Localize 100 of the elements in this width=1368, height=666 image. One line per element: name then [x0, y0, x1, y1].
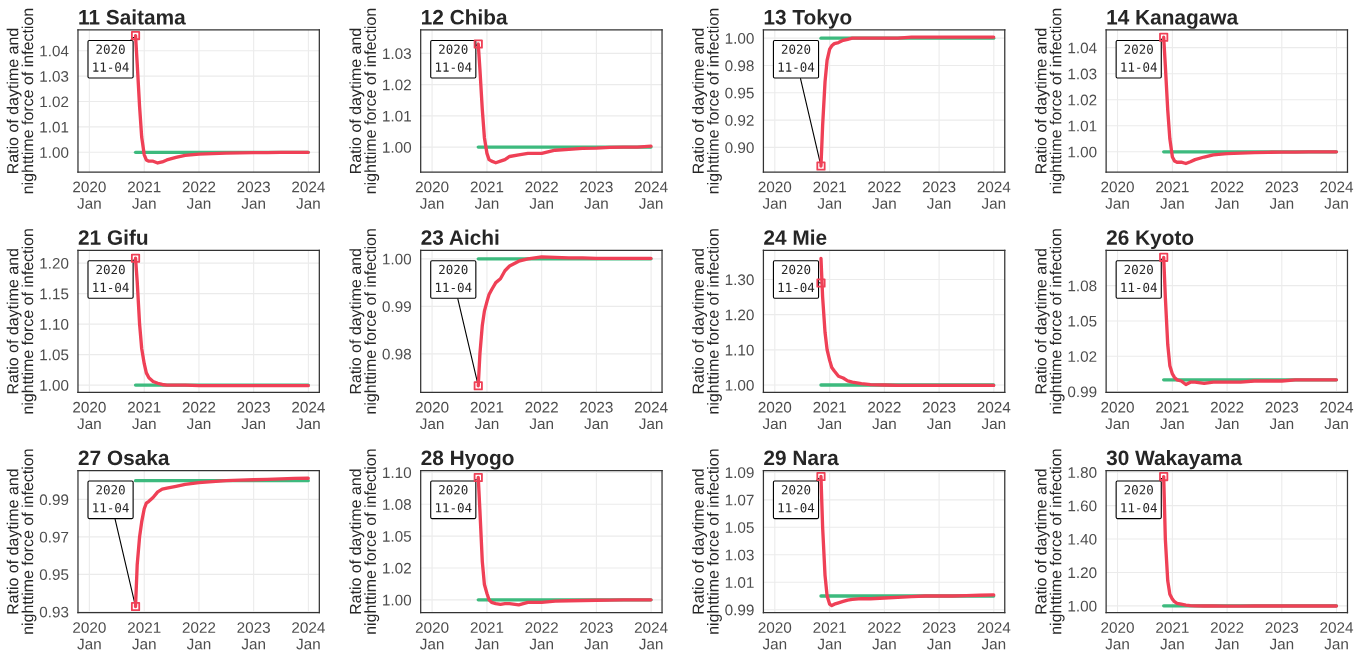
- y-tick-label: 1.40: [1068, 533, 1097, 545]
- y-tick-label: 1.02: [383, 79, 411, 91]
- y-tick-label: 1.00: [40, 147, 69, 158]
- x-tick-label: 2022 Jan: [525, 401, 558, 430]
- x-tick-label: 2022 Jan: [868, 181, 901, 209]
- y-axis-title: Ratio of daytime and nighttime force of infection: [349, 8, 380, 194]
- y-tick-label: 1.30: [725, 274, 754, 286]
- y-axis-title: Ratio of daytime and nighttime force of infection: [6, 8, 37, 194]
- y-tick-label: 1.03: [40, 71, 69, 82]
- chart-title: 12 Chiba: [422, 9, 508, 25]
- chart-title: 23 Aichi: [421, 229, 499, 245]
- y-tick-label: 1.20: [725, 309, 754, 321]
- y-tick-label: 0.98: [382, 348, 411, 360]
- annotation: 2020 11-04: [778, 485, 815, 513]
- y-tick-label: 1.01: [725, 577, 754, 588]
- y-tick-label: 0.90: [725, 142, 754, 154]
- x-tick-label: 2021 Jan: [1156, 181, 1189, 209]
- x-tick-label: 2021 Jan: [470, 181, 504, 209]
- chart-title: 27 Osaka: [78, 449, 170, 466]
- y-axis-title: Ratio of daytime and nighttime force of infection: [349, 229, 380, 414]
- y-tick-label: 1.05: [40, 349, 69, 361]
- y-tick-label: 1.20: [40, 257, 69, 269]
- y-tick-label: 0.95: [725, 87, 754, 99]
- x-tick-label: 2020 Jan: [73, 622, 106, 650]
- y-tick-label: 1.02: [1068, 94, 1097, 106]
- x-tick-label: 2021 Jan: [470, 401, 504, 430]
- x-tick-label: 2021 Jan: [128, 622, 161, 650]
- x-tick-label: 2021 Jan: [1156, 622, 1189, 650]
- x-tick-label: 2021 Jan: [128, 401, 161, 430]
- y-tick-label: 1.20: [1068, 567, 1097, 579]
- y-tick-label: 0.99: [725, 604, 754, 616]
- y-tick-label: 1.02: [383, 562, 411, 574]
- y-tick-label: 1.08: [1068, 280, 1097, 292]
- x-tick-label: 2024 Jan: [1320, 181, 1354, 209]
- annotation: 2020 11-04: [1121, 264, 1157, 293]
- x-tick-label: 2020 Jan: [73, 181, 106, 209]
- y-tick-label: 1.05: [383, 530, 412, 542]
- y-tick-label: 1.15: [40, 288, 69, 300]
- x-tick-label: 2024 Jan: [1320, 622, 1354, 650]
- x-tick-label: 2022 Jan: [525, 181, 558, 209]
- x-tick-label: 2024 Jan: [634, 181, 668, 209]
- y-axis-title: Ratio of daytime and nighttime force of infection: [692, 8, 722, 194]
- annotation: 2020 11-04: [93, 485, 129, 513]
- chart-title: 30 Wakayama: [1106, 449, 1243, 470]
- y-tick-label: 0.93: [39, 606, 69, 618]
- x-tick-label: 2024 Jan: [977, 181, 1011, 209]
- x-tick-label: 2023 Jan: [922, 622, 956, 650]
- y-tick-label: 1.00: [383, 141, 412, 153]
- x-tick-label: 2020 Jan: [1101, 622, 1134, 650]
- x-tick-label: 2022 Jan: [868, 401, 901, 430]
- x-tick-label: 2024 Jan: [1320, 401, 1354, 430]
- y-tick-label: 0.95: [39, 569, 69, 581]
- x-tick-label: 2021 Jan: [1156, 401, 1189, 430]
- chart-title: 29 Nara: [764, 450, 839, 466]
- y-tick-label: 1.60: [1068, 500, 1097, 512]
- y-tick-label: 1.03: [383, 48, 411, 60]
- x-tick-label: 2022 Jan: [1210, 401, 1244, 430]
- y-axis-title: Ratio of daytime and nighttime force of infection: [349, 449, 380, 634]
- x-tick-label: 2024 Jan: [977, 401, 1011, 430]
- y-tick-label: 1.10: [383, 467, 412, 479]
- y-axis-title: Ratio of daytime and nighttime force of infection: [692, 449, 722, 634]
- x-tick-label: 2022 Jan: [1210, 181, 1244, 209]
- y-tick-label: 1.80: [1068, 467, 1097, 478]
- y-tick-label: 1.00: [1068, 146, 1097, 158]
- x-tick-label: 2021 Jan: [813, 181, 846, 209]
- x-tick-label: 2022 Jan: [868, 622, 901, 650]
- x-tick-label: 2021 Jan: [128, 181, 161, 209]
- y-tick-label: 0.98: [725, 60, 754, 72]
- x-tick-label: 2022 Jan: [1210, 622, 1244, 650]
- x-tick-label: 2020 Jan: [73, 401, 106, 430]
- x-tick-label: 2024 Jan: [634, 622, 668, 650]
- y-tick-label: 1.01: [383, 110, 411, 122]
- y-tick-label: 1.01: [40, 121, 69, 133]
- y-tick-label: 1.00: [40, 379, 69, 391]
- annotation: 2020 11-04: [778, 44, 815, 72]
- chart-title: 26 Kyoto: [1106, 230, 1194, 250]
- y-tick-label: 1.02: [1068, 351, 1097, 362]
- x-tick-label: 2020 Jan: [758, 622, 792, 650]
- x-tick-label: 2022 Jan: [525, 622, 558, 650]
- chart-title: 13 Tokyo: [764, 9, 852, 29]
- x-tick-label: 2024 Jan: [634, 401, 668, 430]
- y-tick-label: 1.02: [40, 96, 69, 108]
- x-tick-label: 2023 Jan: [1265, 181, 1299, 209]
- x-tick-label: 2023 Jan: [922, 181, 956, 209]
- x-tick-label: 2024 Jan: [292, 622, 325, 650]
- y-axis-title: Ratio of daytime and nighttime force of infection: [692, 229, 722, 414]
- x-tick-label: 2020 Jan: [1101, 401, 1134, 430]
- y-tick-label: 1.08: [383, 499, 411, 510]
- x-tick-label: 2020 Jan: [415, 622, 449, 650]
- y-tick-label: 0.99: [39, 494, 69, 506]
- annotation: 2020 11-04: [435, 44, 472, 72]
- y-tick-label: 0.99: [1067, 386, 1097, 398]
- x-tick-label: 2020 Jan: [1101, 181, 1134, 209]
- x-tick-label: 2020 Jan: [415, 401, 449, 430]
- y-tick-label: 1.07: [725, 494, 754, 506]
- x-tick-label: 2023 Jan: [1265, 622, 1299, 650]
- y-tick-label: 1.00: [1068, 600, 1097, 612]
- y-tick-label: 0.99: [382, 301, 411, 313]
- chart-title: 14 Kanagawa: [1107, 10, 1239, 29]
- x-tick-label: 2023 Jan: [237, 181, 270, 209]
